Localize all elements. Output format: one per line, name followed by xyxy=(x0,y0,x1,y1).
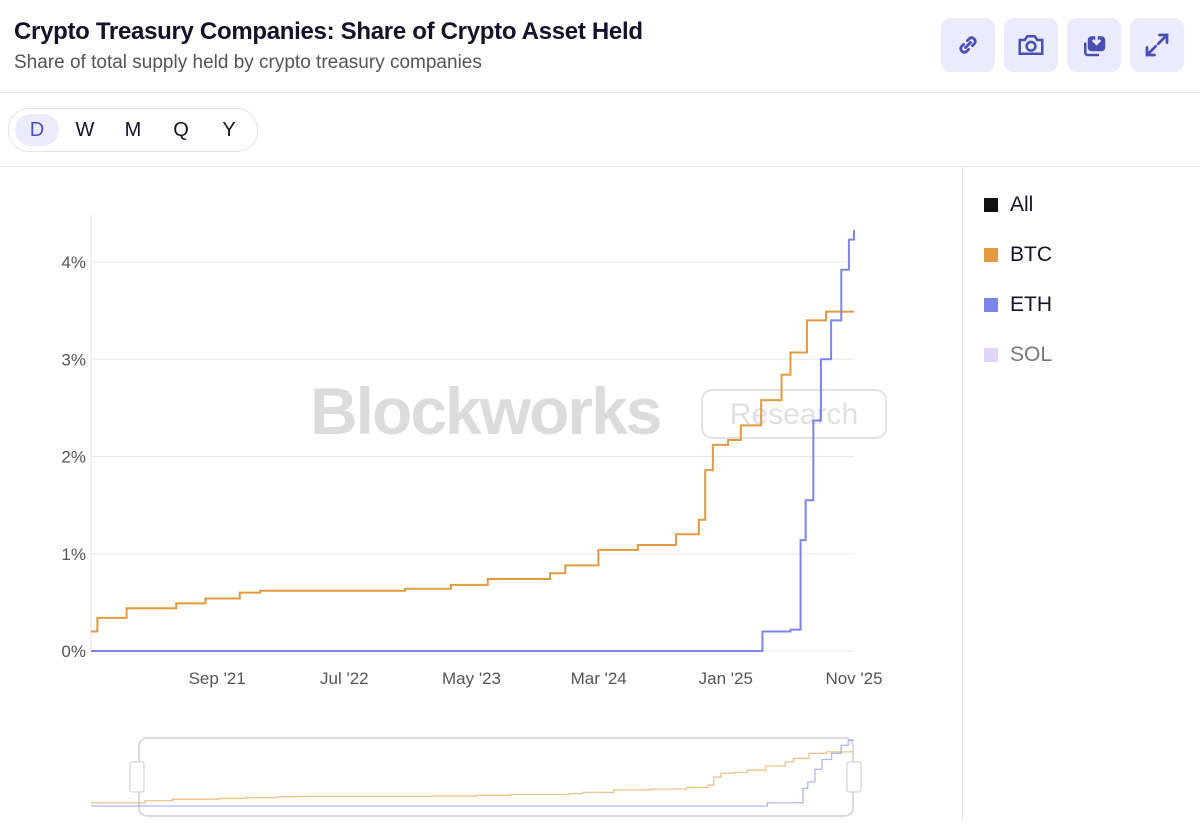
legend-label: SOL xyxy=(1010,343,1053,366)
fullscreen-button[interactable] xyxy=(1130,18,1184,72)
divider xyxy=(0,166,1200,167)
expand-icon xyxy=(1145,33,1169,57)
x-tick-label: Jan '25 xyxy=(699,669,753,688)
camera-icon xyxy=(1018,35,1044,55)
divider xyxy=(962,167,963,822)
y-tick-label: 0% xyxy=(61,642,86,661)
legend-item-btc[interactable]: BTC xyxy=(984,230,1052,280)
divider xyxy=(0,92,1200,93)
watermark-badge xyxy=(701,389,887,439)
legend-item-eth[interactable]: ETH xyxy=(984,280,1052,330)
watermark-brand: Blockworks xyxy=(310,374,660,448)
download-button[interactable] xyxy=(1067,18,1121,72)
screenshot-button[interactable] xyxy=(1004,18,1058,72)
legend-item-all[interactable]: All xyxy=(984,180,1052,230)
link-icon xyxy=(959,36,977,54)
period-d[interactable]: D xyxy=(15,114,59,146)
legend-label: ETH xyxy=(1010,293,1052,316)
period-w[interactable]: W xyxy=(75,118,95,141)
period-selector: D W M Q Y xyxy=(8,108,258,152)
x-tick-label: Sep '21 xyxy=(189,669,246,688)
y-tick-label: 2% xyxy=(61,448,86,467)
x-tick-label: Jul '22 xyxy=(320,669,369,688)
legend-swatch xyxy=(984,198,998,212)
chart: Blockworks Research 0%1%2%3%4%Sep '21 Jul… xyxy=(61,215,887,817)
chart-subtitle: Share of total supply held by crypto tre… xyxy=(14,52,482,73)
x-tick-label: May '23 xyxy=(442,669,501,688)
legend-item-sol[interactable]: SOL xyxy=(984,330,1052,380)
navigator-window[interactable] xyxy=(138,737,854,817)
chart-title: Crypto Treasury Companies: Share of Cryp… xyxy=(14,18,643,45)
copy-link-button[interactable] xyxy=(941,18,995,72)
navigator-handle-left[interactable] xyxy=(129,761,145,793)
legend-swatch xyxy=(984,248,998,262)
y-tick-label: 4% xyxy=(61,253,86,272)
navigator-series-btc xyxy=(91,751,853,804)
navigator-series-eth xyxy=(91,738,854,807)
download-icon xyxy=(1084,33,1106,57)
x-tick-label: Nov '25 xyxy=(825,669,882,688)
navigator-handle-right[interactable] xyxy=(846,761,862,793)
legend-swatch xyxy=(984,348,998,362)
legend-label: BTC xyxy=(1010,243,1052,266)
period-y[interactable]: Y xyxy=(222,118,236,141)
y-tick-label: 3% xyxy=(61,350,86,369)
legend-label: All xyxy=(1010,193,1034,216)
legend-swatch xyxy=(984,298,998,312)
x-tick-label: Mar '24 xyxy=(571,669,627,688)
series-line-btc[interactable] xyxy=(91,310,854,633)
period-m[interactable]: M xyxy=(124,118,142,141)
y-tick-label: 1% xyxy=(61,545,86,564)
series-line-eth[interactable] xyxy=(91,229,855,652)
period-q[interactable]: Q xyxy=(173,118,189,141)
